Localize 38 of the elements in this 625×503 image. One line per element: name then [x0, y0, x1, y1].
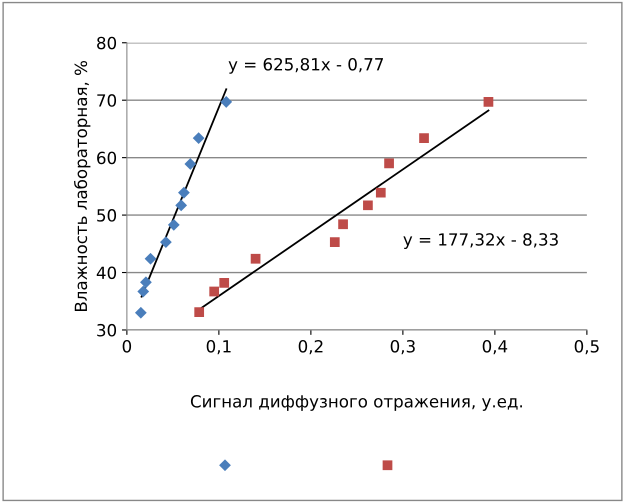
y-tick-label: 70: [97, 94, 116, 107]
annotation: y = 625,81x - 0,77: [228, 58, 383, 74]
point: [138, 286, 149, 298]
x-tick-label: 0,5: [574, 340, 599, 354]
x-tick-label: 0: [122, 340, 132, 353]
annotation: y = 177,32x - 8,33: [403, 233, 558, 249]
y-tick-label: 50: [97, 209, 116, 222]
point: [176, 200, 187, 211]
point: [193, 132, 204, 144]
point: [144, 253, 156, 264]
point: [168, 219, 180, 230]
point: [250, 254, 260, 264]
point: [376, 188, 386, 198]
point: [140, 276, 152, 288]
point: [338, 219, 348, 230]
point: [194, 307, 204, 318]
x-axis-title: Сигнал диффузного отражения, у.ед.: [190, 395, 522, 411]
point: [384, 158, 394, 168]
y-tick-label: 60: [97, 152, 116, 164]
point: [219, 278, 230, 288]
point: [330, 237, 340, 247]
x-tick-label: 0,4: [482, 340, 508, 354]
point: [363, 200, 373, 210]
x-tick-label: 0,3: [390, 340, 415, 354]
y-tick-label: 30: [97, 324, 116, 337]
point: [484, 97, 494, 107]
point: [220, 96, 232, 108]
y-tick-label: 80: [97, 36, 116, 50]
y-axis-title: Влажность лабораторная, %: [74, 60, 90, 312]
point: [135, 307, 146, 318]
x-tick-label: 0,2: [298, 340, 322, 354]
point: [160, 236, 172, 248]
point: [209, 286, 220, 296]
point: [184, 158, 196, 170]
y-tick-label: 40: [96, 266, 116, 280]
x-tick-label: 0,1: [206, 340, 231, 354]
point: [178, 187, 190, 198]
point: [419, 133, 429, 143]
